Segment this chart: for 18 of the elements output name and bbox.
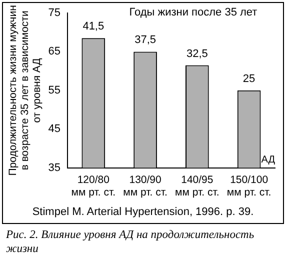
x-axis-title: АД <box>261 154 276 166</box>
x-tick-label: 120/80 мм рт. ст. <box>71 174 116 199</box>
y-tick-label: 75 <box>48 7 60 20</box>
y-tick-label: 65 <box>48 46 60 58</box>
annotation: 37,5 <box>134 34 156 46</box>
x-tick-label: 140/95 мм рт. ст. <box>175 174 220 199</box>
x-tick-label: 150/100 мм рт. ст. <box>226 174 272 199</box>
y-tick-label: 45 <box>48 123 60 136</box>
y-tick-label: 55 <box>48 84 60 96</box>
y-axis-title: Продолжительность жизни мужчин в возрасте 35 лет в зависимости от уровня АД <box>6 4 44 176</box>
text: Рис. 2. Влияние уровня АД на продолжительность жизни <box>6 228 256 256</box>
y-tick-label: 35 <box>48 162 60 174</box>
annotation: 32,5 <box>186 48 208 60</box>
x-tick-label: 130/90 мм рт. ст. <box>123 174 168 199</box>
text: Stimpel M. Arterial Hypertension, 1996. p. 39. <box>31 206 255 218</box>
annotation: 25 <box>242 72 256 85</box>
annotation: 41,5 <box>82 20 104 33</box>
chart-title: Годы жизни после 35 лет <box>129 6 258 19</box>
